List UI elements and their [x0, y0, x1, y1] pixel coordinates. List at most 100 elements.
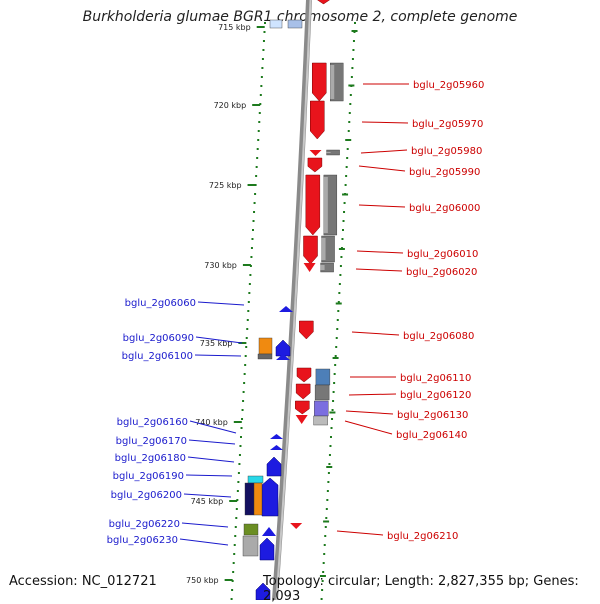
- minor-tick: [354, 22, 356, 24]
- outer-tick-column: [319, 22, 358, 600]
- minor-tick: [231, 589, 234, 591]
- minor-tick: [326, 499, 329, 501]
- leader-line: [345, 410, 394, 415]
- feature-block: [314, 384, 330, 401]
- forward-gene-small: [309, 150, 322, 156]
- feature-block-shade: [320, 265, 325, 270]
- major-tick: [224, 579, 233, 581]
- minor-tick: [236, 499, 239, 501]
- minor-tick: [252, 220, 255, 222]
- ruler-label: 750 kbp: [186, 576, 219, 585]
- gene-label-reverse: bglu_2g06170: [116, 436, 187, 447]
- medium-tick: [319, 575, 326, 577]
- minor-tick: [247, 301, 250, 303]
- gene-label-reverse: bglu_2g06180: [115, 453, 186, 464]
- medium-tick: [348, 84, 355, 87]
- reverse-gene-small: [270, 434, 283, 439]
- minor-tick: [246, 319, 249, 321]
- minor-tick: [343, 211, 346, 213]
- forward-gene-arrow: [317, 0, 330, 5]
- gene-label-reverse: bglu_2g06160: [117, 417, 188, 428]
- minor-tick: [251, 229, 254, 231]
- ruler-label: 715 kbp: [218, 23, 251, 32]
- gene-label-forward: bglu_2g06120: [400, 390, 471, 401]
- leader-line: [197, 301, 245, 306]
- minor-tick: [232, 571, 235, 573]
- minor-tick: [243, 382, 246, 384]
- leader-line: [355, 268, 403, 272]
- forward-gene-arrow: [311, 62, 327, 102]
- minor-tick: [323, 553, 326, 555]
- backbone-line: [272, 0, 312, 600]
- leader-line: [351, 331, 400, 336]
- minor-tick: [258, 112, 261, 114]
- feature-block: [313, 415, 328, 426]
- minor-tick: [261, 58, 264, 60]
- forward-gene-arrow: [305, 174, 321, 236]
- minor-tick: [245, 346, 248, 348]
- inner-tick-column: [230, 22, 266, 600]
- minor-tick: [338, 292, 341, 294]
- ruler: 715 kbp 720 kbp 725 kbp 730 kbp 735 kbp 740 k…: [186, 23, 265, 585]
- minor-tick: [333, 382, 336, 384]
- minor-tick: [328, 463, 331, 465]
- leader-line: [183, 493, 232, 498]
- minor-tick: [240, 427, 243, 429]
- gene-label-reverse: bglu_2g06190: [113, 471, 184, 482]
- feature-block-shade: [326, 152, 331, 153]
- minor-tick: [263, 31, 266, 33]
- forward-gene-arrow: [307, 157, 323, 173]
- minor-tick: [346, 148, 349, 150]
- minor-tick: [242, 400, 245, 402]
- minor-tick: [322, 571, 325, 573]
- minor-tick: [337, 301, 340, 303]
- minor-tick: [326, 490, 329, 492]
- reverse-gene-arrow: [275, 339, 291, 357]
- forward-gene-small: [303, 263, 316, 272]
- forward-gene-arrow: [296, 367, 312, 383]
- ruler-label: 745 kbp: [191, 497, 224, 506]
- minor-tick: [349, 94, 352, 96]
- minor-tick: [246, 328, 249, 330]
- minor-tick: [321, 580, 324, 582]
- leader-line: [181, 522, 229, 528]
- minor-tick: [332, 391, 335, 393]
- minor-tick: [244, 355, 247, 357]
- reverse-gene-arrow: [261, 477, 279, 517]
- minor-tick: [336, 319, 339, 321]
- minor-tick: [325, 508, 328, 510]
- medium-tick: [326, 466, 333, 468]
- minor-tick: [352, 40, 355, 42]
- minor-tick: [256, 157, 259, 159]
- major-tick: [252, 104, 261, 106]
- map-title: Burkholderia glumae BGR1 chromosome 2, c…: [82, 9, 518, 25]
- gene-label-forward: bglu_2g06020: [406, 267, 477, 278]
- minor-tick: [251, 238, 254, 240]
- major-tick: [242, 264, 251, 266]
- backbone: [272, 0, 312, 600]
- feature-block-shade: [323, 177, 328, 233]
- minor-tick: [257, 139, 260, 141]
- minor-tick: [339, 274, 342, 276]
- feature-block: [244, 482, 255, 516]
- ruler-label: 725 kbp: [209, 181, 242, 190]
- minor-tick: [332, 400, 335, 402]
- gene-label-reverse: bglu_2g06220: [109, 519, 180, 530]
- feature-block: [242, 535, 259, 557]
- minor-tick: [339, 265, 342, 267]
- minor-tick: [346, 157, 349, 159]
- reverse-gene-arrow: [255, 582, 271, 600]
- minor-tick: [329, 436, 332, 438]
- minor-tick: [341, 229, 344, 231]
- minor-tick: [324, 526, 327, 528]
- ruler-label: 730 kbp: [204, 261, 237, 270]
- minor-tick: [258, 121, 261, 123]
- medium-tick: [335, 302, 342, 305]
- ruler-label: 740 kbp: [195, 418, 228, 427]
- reverse-gene-small: [262, 527, 276, 536]
- major-tick: [233, 421, 242, 423]
- feature-block: [269, 19, 283, 29]
- feature-block: [243, 523, 259, 536]
- gene-label-forward: bglu_2g06000: [409, 203, 480, 214]
